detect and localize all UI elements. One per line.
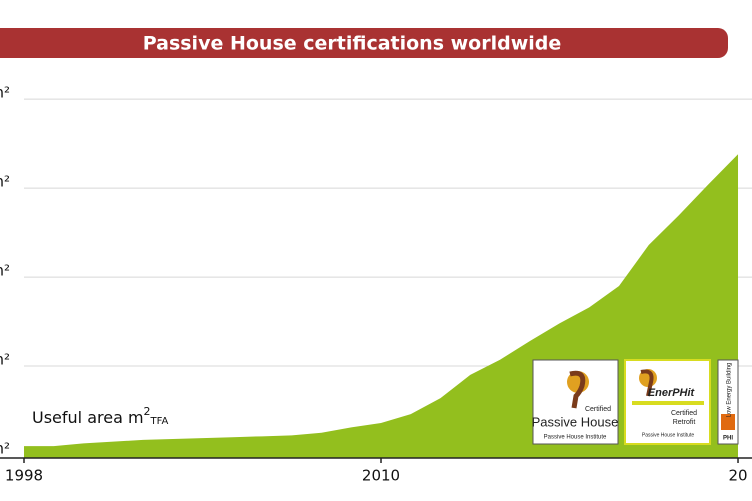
logo-stripe [632, 401, 704, 405]
x-tick-label: 1998 [5, 467, 43, 485]
logo-icon [640, 369, 654, 397]
annotation-sub: TFA [150, 416, 169, 427]
logo-text: Certified [671, 410, 697, 417]
y-tick-label: m² [0, 440, 10, 458]
y-tick-label: m² [0, 173, 10, 191]
logo-text: Passive House [532, 414, 619, 429]
logo-enerphit: EnerPHit Certified Retrofit Passive Hous… [624, 359, 711, 445]
title-banner [0, 28, 728, 58]
logo-text: Retrofit [673, 419, 696, 426]
chart-title: Passive House certifications worldwide [143, 33, 562, 55]
logo-text: Certified [585, 406, 611, 413]
annotation: Useful area m2TFA [32, 405, 168, 427]
logo-passive-house: Certified Passive House Passive House In… [532, 359, 619, 445]
annotation-sup: 2 [144, 405, 151, 418]
logo-text: EnerPHit [648, 387, 696, 399]
logo-icon [569, 370, 586, 409]
logo-text: PHI [723, 436, 733, 442]
x-tick-label: 2010 [362, 467, 400, 485]
y-tick-label: m² [0, 262, 10, 280]
y-tick-label: m² [0, 351, 10, 369]
logo-icon [721, 414, 735, 430]
logo-text: Low Energy Building [727, 363, 733, 418]
logo-text: Passive House Institute [642, 432, 694, 438]
y-tick-label: m² [0, 84, 10, 102]
logo-low-energy: Low Energy Building PHI [717, 359, 739, 445]
x-tick-label: 20 [728, 467, 747, 485]
logo-text: Passive House Institute [544, 435, 607, 441]
annotation-main: Useful area m [32, 408, 144, 427]
